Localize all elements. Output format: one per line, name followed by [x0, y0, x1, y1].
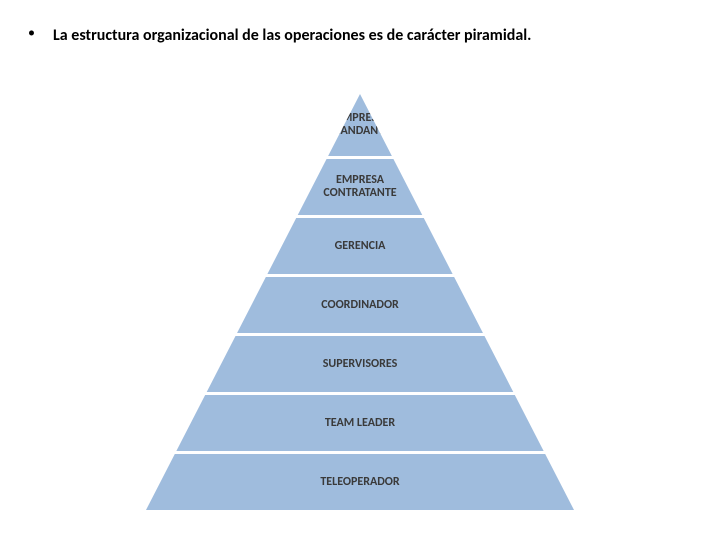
pyramid-layer-label-6: TELEOPERADOR: [320, 476, 399, 489]
pyramid-layer-label-0: EMPRESA MANDANTE: [330, 112, 390, 137]
pyramid-clip: EMPRESA MANDANTE EMPRESA CONTRATANTE GEREN…: [146, 94, 574, 510]
heading-row: • La estructura organizacional de las op…: [28, 26, 531, 45]
pyramid-layer-label-3: COORDINADOR: [321, 299, 399, 312]
pyramid-layer-5: TEAM LEADER: [146, 395, 574, 451]
pyramid-layer-2: GERENCIA: [146, 218, 574, 274]
pyramid-layer-label-2: GERENCIA: [335, 240, 386, 253]
pyramid-layer-4: SUPERVISORES: [146, 336, 574, 392]
org-pyramid: EMPRESA MANDANTE EMPRESA CONTRATANTE GEREN…: [146, 94, 574, 510]
pyramid-layer-1: EMPRESA CONTRATANTE: [146, 159, 574, 215]
pyramid-layer-3: COORDINADOR: [146, 277, 574, 333]
page-heading: La estructura organizacional de las oper…: [53, 26, 531, 45]
bullet-icon: •: [28, 26, 35, 40]
pyramid-layer-6: TELEOPERADOR: [146, 454, 574, 510]
pyramid-layer-label-5: TEAM LEADER: [325, 417, 395, 430]
pyramid-layer-label-1: EMPRESA CONTRATANTE: [323, 174, 396, 199]
pyramid-layer-label-4: SUPERVISORES: [323, 358, 398, 371]
pyramid-layer-0: EMPRESA MANDANTE: [146, 94, 574, 156]
